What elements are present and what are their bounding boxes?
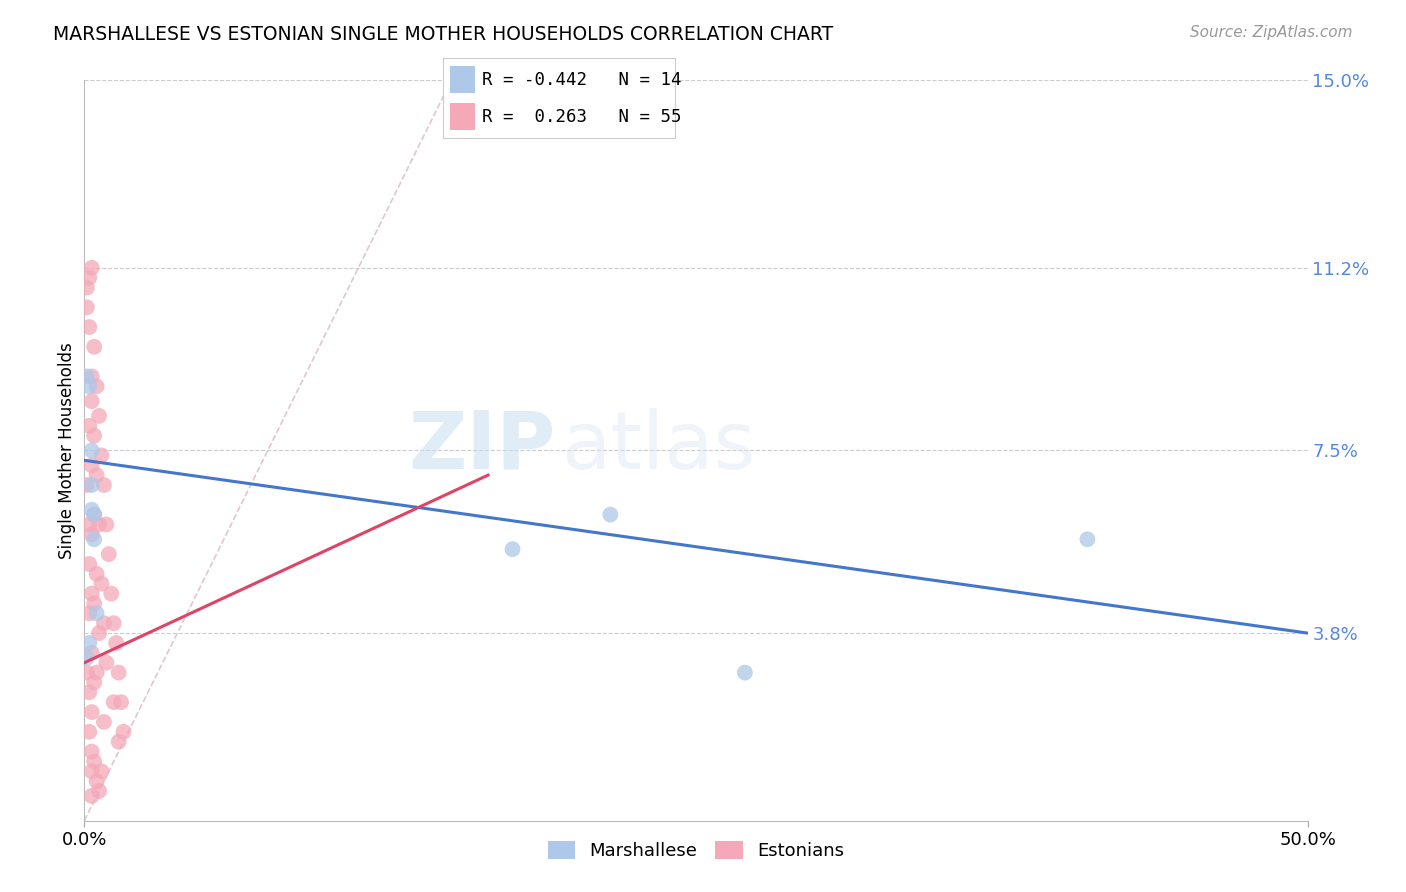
Point [80, 502, 103, 516]
Point [97, 547, 120, 561]
Point [86, 379, 108, 393]
Point [83, 508, 105, 522]
Point [599, 508, 621, 522]
Point [80, 443, 103, 458]
Point [93, 616, 115, 631]
Point [110, 695, 132, 709]
Text: atlas: atlas [561, 408, 756, 486]
Point [76, 650, 98, 665]
Y-axis label: Single Mother Households: Single Mother Households [58, 343, 76, 558]
Point [80, 745, 103, 759]
Point [77, 320, 100, 334]
Point [502, 542, 524, 557]
Point [80, 369, 103, 384]
Point [86, 566, 108, 581]
Point [107, 734, 129, 748]
Point [76, 280, 98, 294]
Point [87, 409, 110, 423]
Point [80, 527, 103, 541]
Point [80, 705, 103, 719]
Point [96, 656, 118, 670]
Point [90, 576, 112, 591]
Point [86, 774, 108, 789]
Point [103, 695, 125, 709]
Point [100, 586, 122, 600]
Point [83, 340, 105, 354]
Point [93, 714, 115, 729]
Point [83, 755, 105, 769]
Point [105, 636, 128, 650]
Text: R =  0.263   N = 55: R = 0.263 N = 55 [482, 108, 682, 126]
Point [77, 724, 100, 739]
Point [80, 646, 103, 660]
Text: R = -0.442   N = 14: R = -0.442 N = 14 [482, 70, 682, 88]
Point [77, 557, 100, 571]
Point [76, 665, 98, 680]
Text: ZIP: ZIP [408, 408, 555, 486]
Text: MARSHALLESE VS ESTONIAN SINGLE MOTHER HOUSEHOLDS CORRELATION CHART: MARSHALLESE VS ESTONIAN SINGLE MOTHER HO… [53, 25, 834, 44]
Point [76, 301, 98, 315]
Point [93, 478, 115, 492]
Point [90, 449, 112, 463]
Point [96, 517, 118, 532]
Point [77, 685, 100, 699]
Point [80, 586, 103, 600]
Point [103, 616, 125, 631]
Text: Source: ZipAtlas.com: Source: ZipAtlas.com [1189, 25, 1353, 40]
Point [80, 764, 103, 779]
Point [83, 675, 105, 690]
Point [80, 394, 103, 409]
Point [80, 458, 103, 473]
Point [77, 636, 100, 650]
Point [86, 665, 108, 680]
Legend: Marshallese, Estonians: Marshallese, Estonians [541, 833, 851, 867]
Point [83, 428, 105, 442]
Point [1076, 533, 1098, 547]
Point [80, 260, 103, 275]
Point [86, 468, 108, 483]
Point [86, 607, 108, 621]
Point [80, 789, 103, 803]
Point [76, 478, 98, 492]
Point [77, 418, 100, 433]
Point [87, 784, 110, 798]
Point [87, 626, 110, 640]
Point [77, 607, 100, 621]
Point [734, 665, 756, 680]
Point [80, 478, 103, 492]
FancyBboxPatch shape [450, 103, 475, 130]
Point [87, 517, 110, 532]
FancyBboxPatch shape [450, 66, 475, 94]
Point [83, 508, 105, 522]
Point [83, 533, 105, 547]
Point [77, 517, 100, 532]
Point [107, 665, 129, 680]
Point [90, 764, 112, 779]
Point [112, 724, 135, 739]
Point [83, 597, 105, 611]
Point [77, 270, 100, 285]
Point [77, 379, 100, 393]
Point [76, 369, 98, 384]
